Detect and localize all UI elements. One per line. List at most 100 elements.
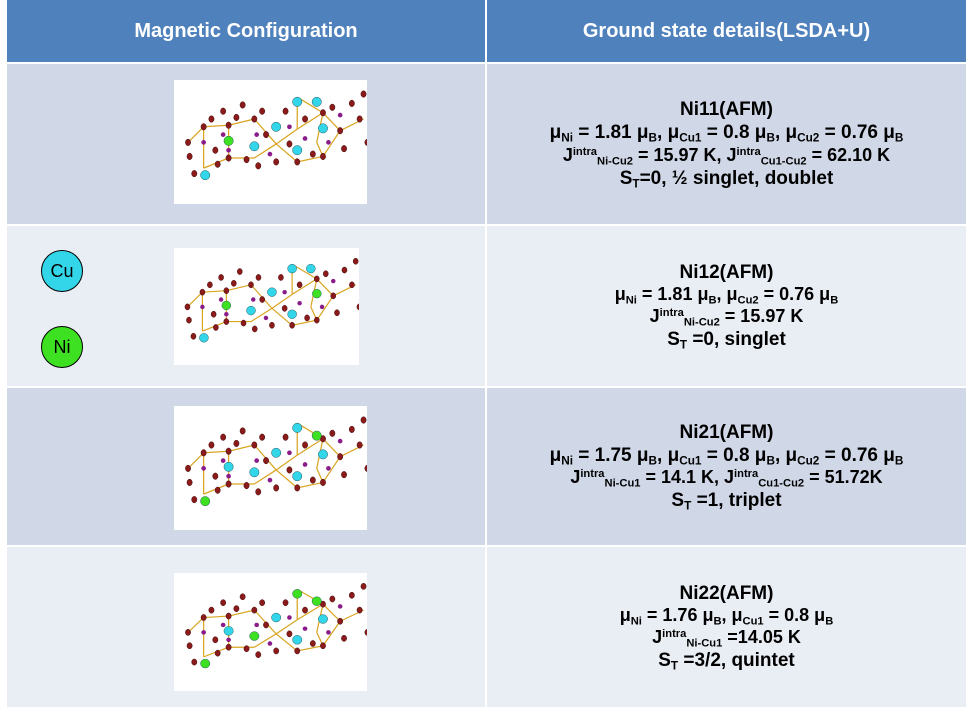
- cu-atom: [200, 170, 211, 181]
- oxygen-atom: [348, 591, 355, 599]
- crystal-structure-diagram: [184, 257, 363, 343]
- magnetic-moments: μNi = 1.75 μB, μCu1 = 0.8 μB, μCu2 = 0.7…: [549, 444, 904, 468]
- oxygen-atom: [314, 316, 320, 324]
- cu-atom: [199, 333, 209, 343]
- oxygen-atom: [207, 281, 213, 289]
- oxygen-atom: [329, 103, 336, 111]
- bond-line: [316, 278, 334, 297]
- config-name: Ni22(AFM): [679, 582, 774, 604]
- oxygen-atom: [296, 281, 303, 289]
- bond-line: [203, 615, 229, 619]
- oxygen-atom: [200, 449, 207, 457]
- phosphorus-atom: [263, 315, 269, 321]
- oxygen-atom: [259, 107, 266, 115]
- bond-line: [226, 284, 252, 292]
- phosphorus-atom: [287, 615, 292, 620]
- phosphorus-atom: [218, 297, 224, 302]
- ground-state-cell: Ni11(AFM) μNi = 1.81 μB, μCu1 = 0.8 μB, …: [487, 64, 966, 224]
- phosphorus-atom: [267, 151, 273, 157]
- bond-line: [322, 438, 341, 458]
- oxygen-atom: [263, 131, 269, 139]
- cu-atom: [246, 305, 256, 316]
- oxygen-atom: [309, 640, 316, 647]
- oxygen-atom: [251, 325, 258, 333]
- oxygen-atom: [314, 275, 320, 283]
- oxygen-atom: [255, 651, 262, 658]
- structure-cell: [7, 64, 485, 224]
- config-name: Ni21(AFM): [679, 421, 774, 443]
- bond-line: [202, 290, 227, 293]
- oxygen-atom: [233, 605, 240, 612]
- oxygen-atom: [330, 292, 337, 300]
- oxygen-atom: [273, 484, 280, 492]
- oxygen-atom: [223, 287, 230, 294]
- oxygen-atom: [356, 115, 363, 123]
- ground-state-cell: Ni21(AFM) μNi = 1.75 μB, μCu1 = 0.8 μB, …: [487, 388, 966, 545]
- oxygen-atom: [243, 482, 250, 490]
- oxygen-atom: [190, 333, 197, 340]
- oxygen-atom: [320, 642, 326, 650]
- ni-atom: [221, 300, 232, 311]
- oxygen-atom: [349, 281, 355, 289]
- cu-atom: [292, 635, 303, 645]
- bond-line: [254, 633, 277, 648]
- phosphorus-atom: [337, 112, 343, 118]
- cu-atom: [318, 449, 328, 460]
- oxygen-atom: [341, 266, 348, 274]
- structure-image: [174, 80, 371, 204]
- bond-line: [228, 118, 255, 126]
- bond-line: [187, 126, 205, 143]
- oxygen-atom: [225, 447, 232, 455]
- exchange-coupling: JintraNi-Cu1 =14.05 K: [652, 627, 801, 650]
- magnetic-moments: μNi = 1.81 μB, μCu1 = 0.8 μB, μCu2 = 0.7…: [549, 122, 904, 145]
- phosphorus-atom: [201, 466, 206, 471]
- phosphorus-atom: [254, 622, 260, 628]
- header-ground-state-details: Ground state details(LSDA+U): [487, 0, 966, 62]
- oxygen-atom: [341, 145, 347, 153]
- bond-line: [275, 454, 298, 471]
- oxygen-atom: [348, 99, 355, 107]
- bond-line: [275, 143, 298, 163]
- oxygen-atom: [210, 310, 217, 318]
- oxygen-atom: [225, 612, 232, 620]
- oxygen-atom: [360, 90, 367, 98]
- cu-legend-circle: Cu: [41, 250, 83, 292]
- structure-cell: Cu Ni: [7, 226, 485, 386]
- oxygen-atom: [356, 606, 363, 614]
- oxygen-atom: [309, 150, 316, 158]
- oxygen-atom: [320, 109, 326, 117]
- oxygen-atom: [208, 115, 215, 123]
- bond-line: [275, 619, 298, 635]
- structure-image: [174, 406, 371, 530]
- ni-atom: [311, 430, 322, 441]
- oxygen-atom: [186, 642, 193, 650]
- oxygen-atom: [214, 649, 221, 657]
- oxygen-atom: [302, 606, 308, 614]
- oxygen-atom: [282, 107, 289, 115]
- oxygen-atom: [294, 647, 301, 655]
- bond-line: [275, 128, 298, 145]
- phosphorus-atom: [267, 477, 273, 483]
- bond-line: [291, 278, 318, 295]
- oxygen-atom: [220, 107, 227, 115]
- spin-state: ST=0, ½ singlet, doublet: [619, 167, 834, 191]
- phosphorus-atom: [287, 124, 292, 130]
- oxygen-atom: [185, 464, 191, 472]
- ni-atom: [223, 135, 234, 146]
- oxygen-atom: [199, 288, 206, 296]
- oxygen-atom: [251, 441, 258, 449]
- crystal-structure-diagram: [185, 90, 371, 181]
- oxygen-atom: [214, 486, 221, 494]
- oxygen-atom: [364, 629, 371, 636]
- ground-state-cell: Ni22(AFM) μNi = 1.76 μB, μCu1 = 0.8 μB J…: [487, 547, 966, 707]
- bond-line: [316, 295, 334, 321]
- oxygen-atom: [240, 319, 247, 327]
- oxygen-atom: [243, 645, 250, 653]
- oxygen-atom: [304, 314, 310, 322]
- oxygen-atom: [208, 606, 215, 614]
- oxygen-atom: [360, 583, 367, 590]
- bond-line: [296, 112, 324, 130]
- phosphorus-atom: [282, 289, 287, 295]
- oxygen-atom: [212, 146, 219, 154]
- cu-atom: [223, 626, 234, 636]
